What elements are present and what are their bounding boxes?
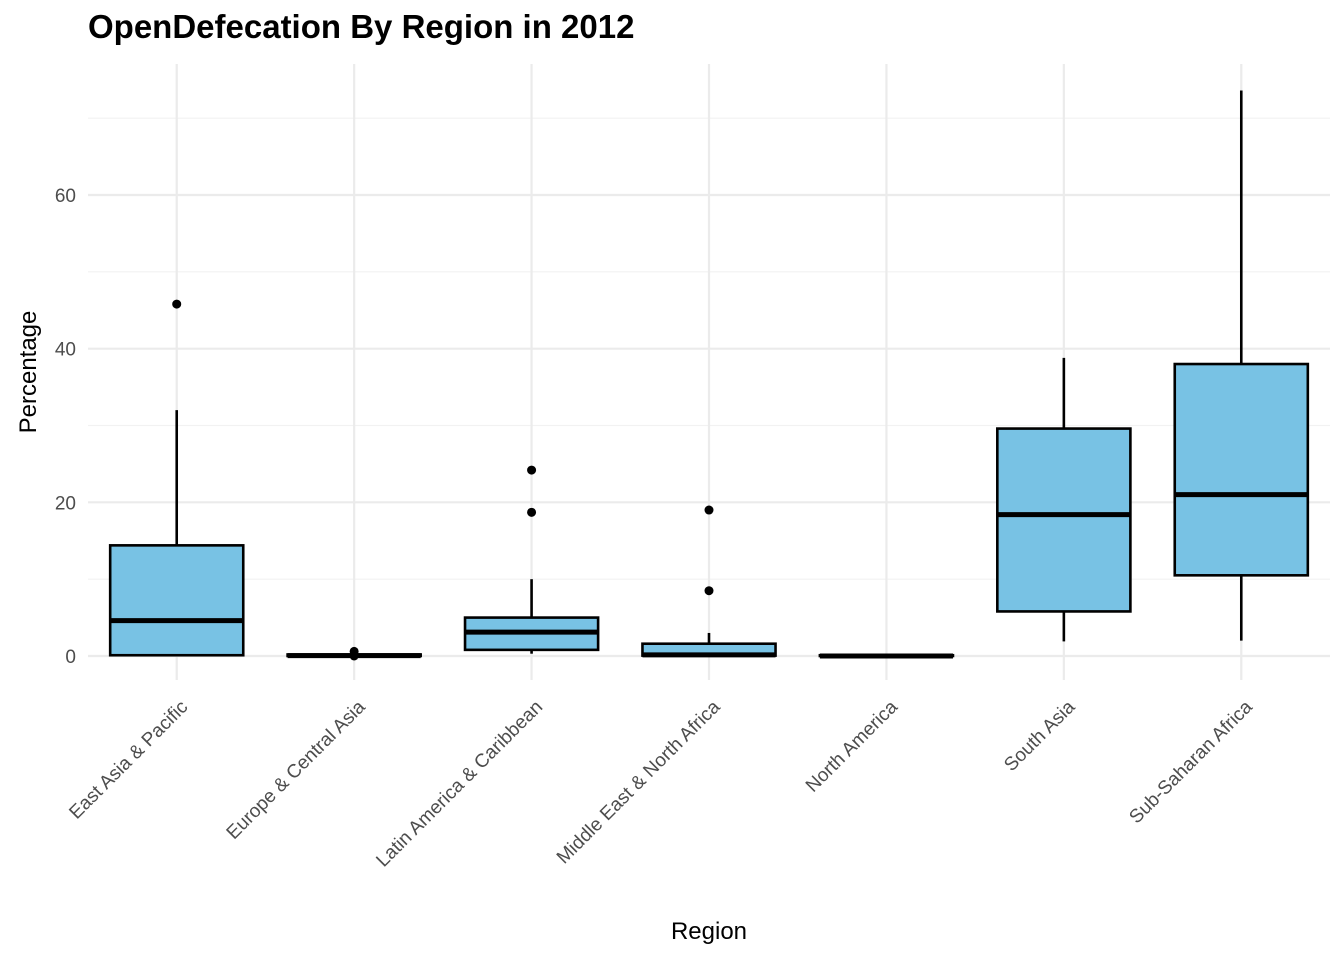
box-group: [108, 299, 245, 657]
box-group: [818, 653, 955, 659]
box-group: [996, 357, 1132, 642]
x-tick-label: Middle East & North Africa: [553, 696, 725, 868]
y-tick-label: 60: [55, 186, 76, 207]
y-tick-label: 20: [55, 493, 76, 514]
box-group: [1173, 90, 1310, 641]
x-tick-label: Sub-Saharan Africa: [1125, 696, 1257, 828]
box-iqr: [1173, 362, 1310, 577]
outlier-point: [527, 465, 537, 475]
outlier-point: [527, 507, 537, 517]
outlier-point: [172, 299, 182, 309]
y-tick-label: 0: [65, 647, 76, 668]
outlier-point: [349, 651, 359, 661]
y-tick-label: 40: [55, 340, 76, 361]
x-tick-label: North America: [802, 696, 902, 796]
x-axis-ticks: East Asia & Pacific Europe & Central Asia…: [65, 696, 1257, 871]
outlier-point: [704, 505, 714, 515]
chart-title: OpenDefecation By Region in 2012: [88, 8, 635, 45]
x-tick-label: South Asia: [1000, 696, 1079, 775]
outlier-point: [704, 586, 714, 596]
box-group: [286, 646, 422, 661]
box-iqr: [108, 544, 245, 657]
x-tick-label: Europe & Central Asia: [223, 696, 370, 843]
box-iqr: [996, 427, 1132, 613]
box-group: [641, 505, 777, 658]
x-axis-title: Region: [671, 918, 747, 945]
box-group: [463, 465, 600, 654]
x-tick-label: East Asia & Pacific: [65, 697, 192, 824]
y-axis-title: Percentage: [15, 311, 42, 434]
x-tick-label: Latin America & Caribbean: [372, 697, 547, 872]
box-series: [108, 90, 1310, 661]
y-axis-ticks: 0 20 40 60: [55, 186, 76, 668]
